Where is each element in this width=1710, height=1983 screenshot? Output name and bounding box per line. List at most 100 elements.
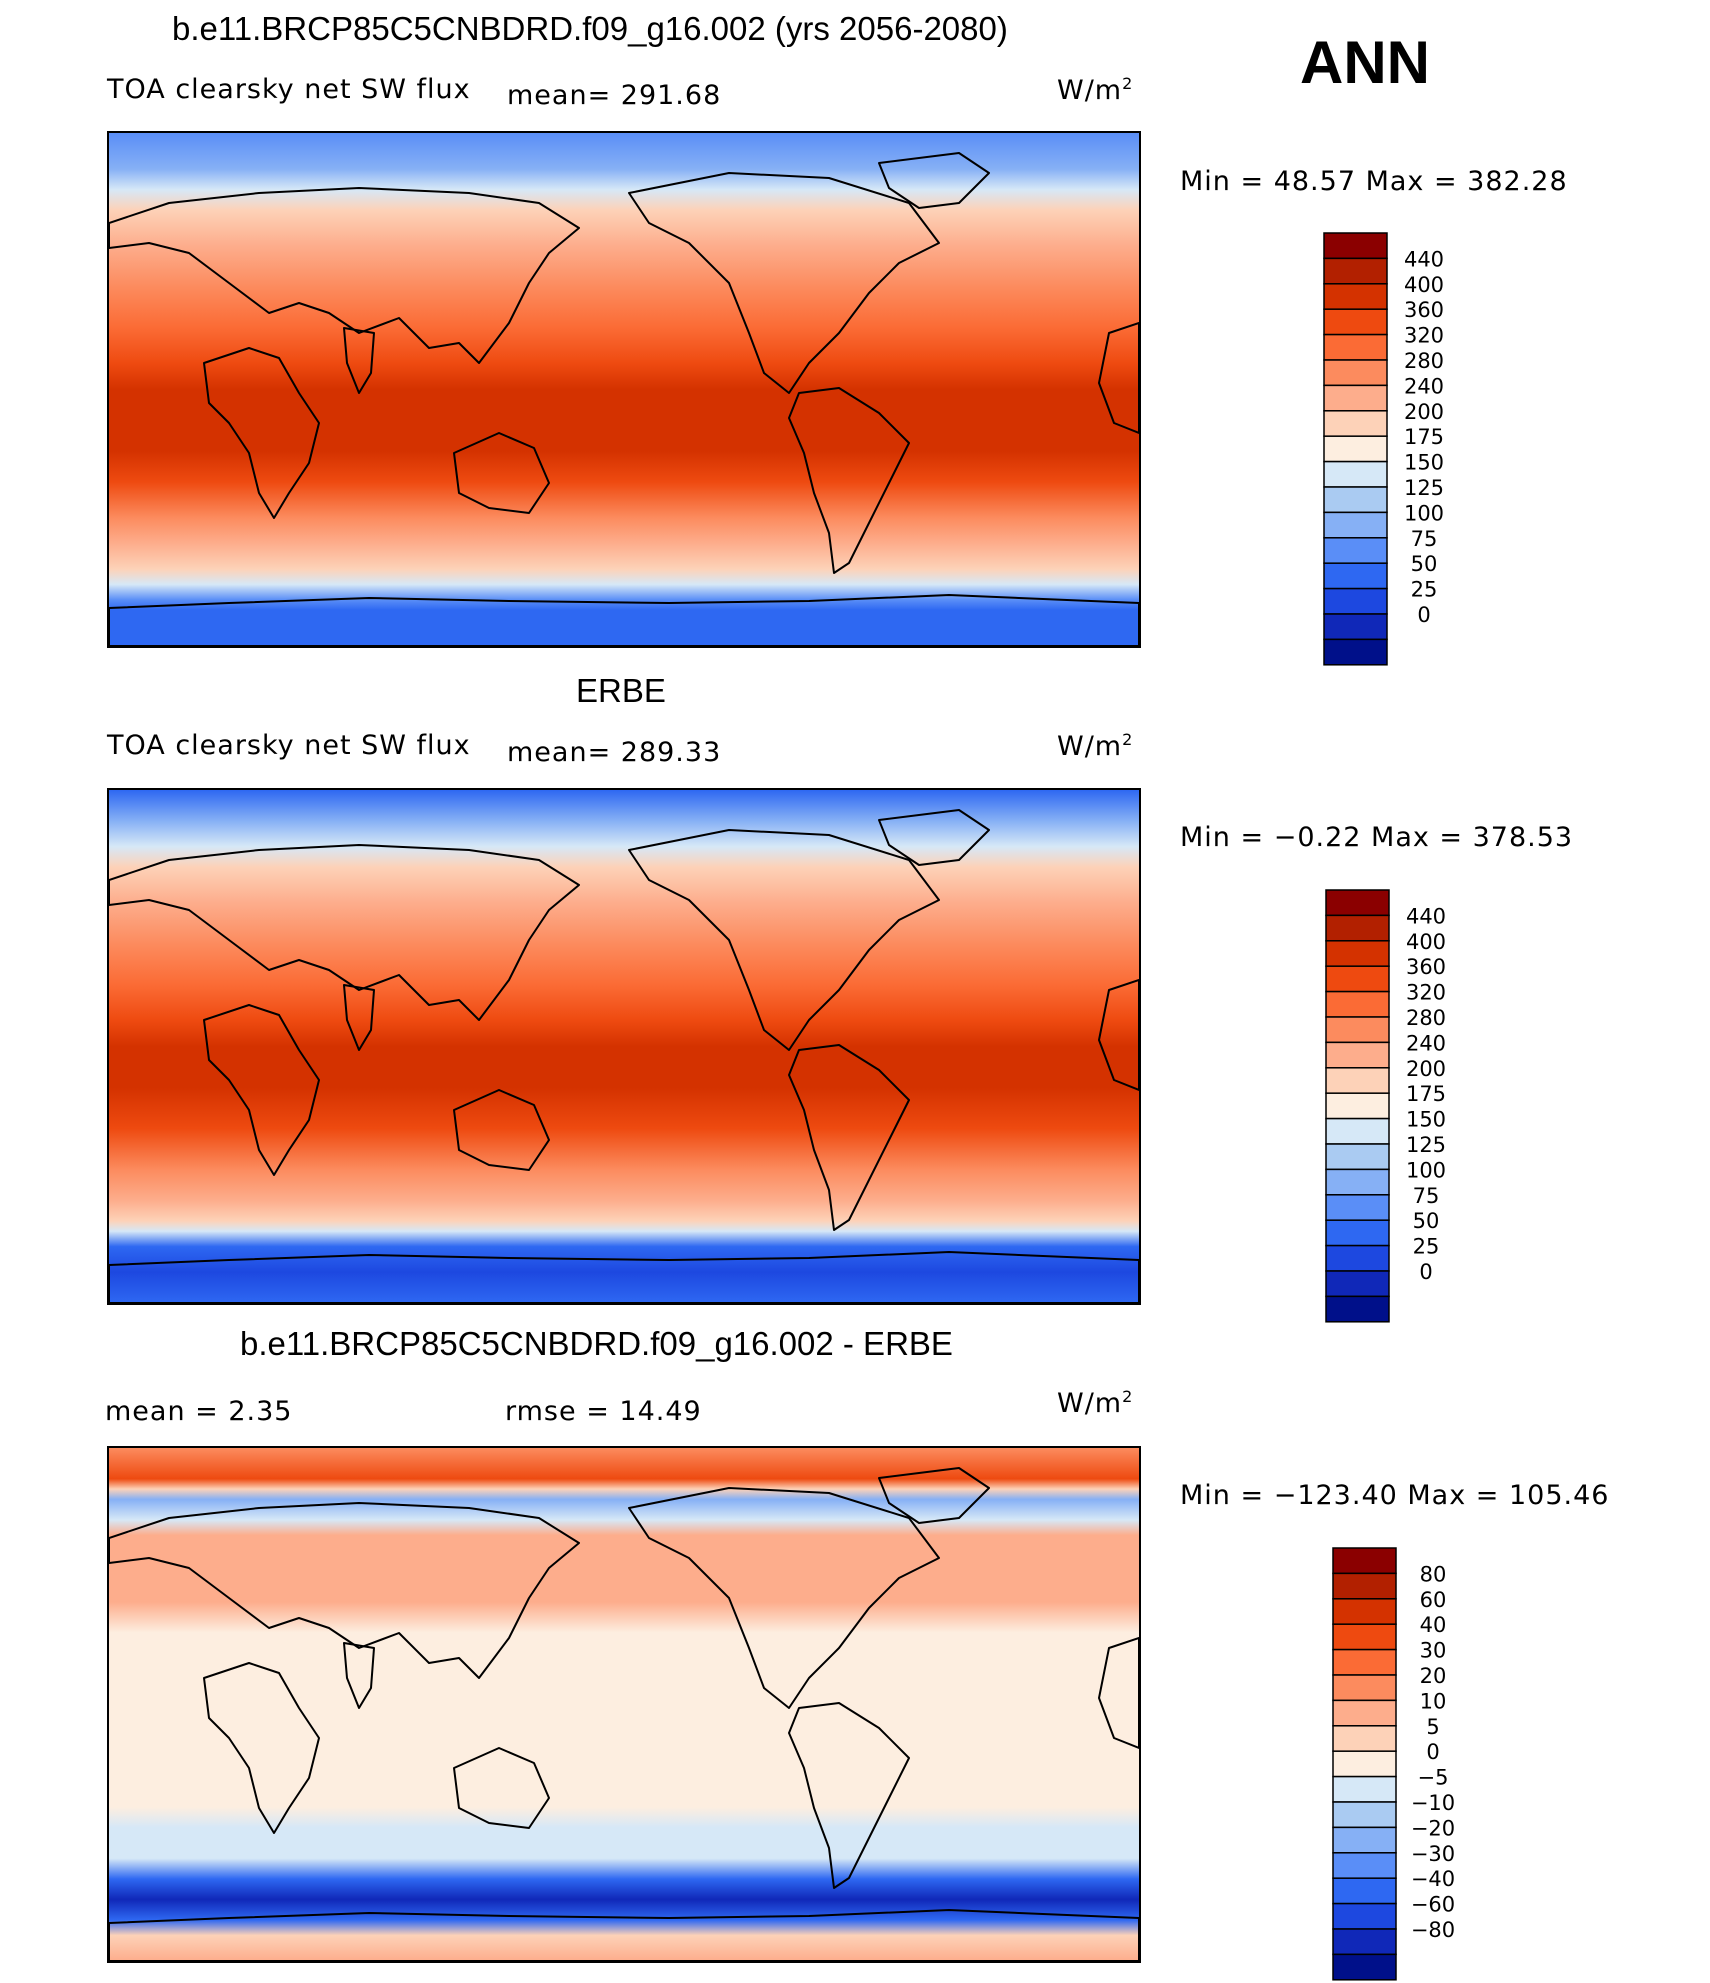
colorbar-swatch [1332, 1725, 1397, 1752]
coastline [878, 1467, 990, 1524]
colorbar-swatch [1323, 460, 1388, 488]
colorbar-tick-label: −10 [1411, 1791, 1455, 1815]
colorbar-swatch [1325, 990, 1390, 1018]
colorbar-tick-label: 240 [1404, 374, 1444, 398]
colorbar-swatch [1332, 1572, 1397, 1600]
minmax-label: Min = 48.57 Max = 382.28 [1180, 166, 1568, 197]
season-label: ANN [1300, 29, 1430, 96]
coastline [788, 387, 910, 574]
coastline [1098, 322, 1139, 434]
colorbar-tick-label: −20 [1411, 1816, 1455, 1840]
map-model [107, 131, 1141, 648]
colorbar-swatch [1332, 1750, 1397, 1778]
colorbar-tick-label: 5 [1426, 1715, 1439, 1739]
colorbar-tick-label: 360 [1404, 298, 1444, 322]
colorbar-tick-label: 125 [1406, 1133, 1446, 1157]
colorbar-tick-label: 150 [1406, 1108, 1446, 1132]
minmax-label: Min = −123.40 Max = 105.46 [1180, 1480, 1610, 1511]
colorbar-tick-label: 75 [1411, 527, 1438, 551]
colorbar-swatch [1325, 1295, 1390, 1323]
colorbar-tick-label: 200 [1404, 400, 1444, 424]
colorbar-swatch [1323, 333, 1388, 361]
coastline [203, 347, 320, 519]
colorbar-swatch [1323, 638, 1388, 666]
colorbar-swatch [1323, 410, 1388, 437]
coastline [203, 1662, 320, 1834]
colorbar-swatch [1332, 1547, 1397, 1575]
map-svg [109, 1448, 1139, 1961]
colorbar-swatch [1325, 1244, 1390, 1272]
colorbar-tick-label: 200 [1406, 1057, 1446, 1081]
coastline [343, 1642, 375, 1709]
colorbar-tick-label: 240 [1406, 1031, 1446, 1055]
field-fill [109, 1448, 1139, 1961]
colorbar-tick-label: 75 [1413, 1184, 1440, 1208]
colorbar-swatch [1325, 1117, 1390, 1145]
coastline [878, 152, 990, 209]
colorbar-tick-label: 50 [1411, 552, 1438, 576]
colorbar-swatch [1332, 1674, 1397, 1702]
colorbar-tick-label: 280 [1404, 349, 1444, 373]
colorbar-swatch [1323, 613, 1388, 641]
coastline [109, 844, 580, 1021]
coastline [109, 187, 580, 364]
colorbar-tick-label: 440 [1404, 247, 1444, 271]
mean-label: mean= 291.68 [507, 80, 722, 111]
units-label: W/m2 [1057, 730, 1134, 762]
colorbar-swatch [1325, 1067, 1390, 1094]
colorbar-tick-label: 0 [1426, 1740, 1439, 1764]
colorbar-tick-label: 175 [1404, 425, 1444, 449]
coastlines [109, 1467, 1139, 1961]
colorbar-tick-label: 400 [1404, 273, 1444, 297]
colorbar-swatch [1332, 1775, 1397, 1803]
map-svg [109, 790, 1139, 1303]
coastline [109, 1909, 1139, 1961]
colorbar-swatch [1323, 359, 1388, 387]
coastlines [109, 152, 1139, 646]
colorbar-tick-label: −80 [1411, 1918, 1455, 1942]
coastline [343, 984, 375, 1051]
panel-title: b.e11.BRCP85C5CNBDRD.f09_g16.002 (yrs 20… [172, 10, 1008, 47]
coastline [1098, 979, 1139, 1091]
coastline [109, 1502, 580, 1679]
colorbar-swatch [1323, 562, 1388, 590]
colorbar-swatch [1332, 1877, 1397, 1905]
colorbar-tick-label: 125 [1404, 476, 1444, 500]
colorbar-swatch [1332, 1598, 1397, 1625]
colorbar-swatch [1332, 1801, 1397, 1829]
colorbar-tick-label: 25 [1411, 578, 1438, 602]
field-fill [109, 133, 1139, 646]
colorbar-swatch [1332, 1902, 1397, 1930]
coastline [109, 594, 1139, 646]
colorbar-swatch [1325, 1270, 1390, 1298]
coastline [453, 1089, 550, 1171]
colorbar-swatch [1332, 1826, 1397, 1854]
coastline [628, 829, 940, 1051]
coastline [203, 1004, 320, 1176]
map-obs [107, 788, 1141, 1305]
colorbar-tick-label: −30 [1411, 1842, 1455, 1866]
colorbar-swatch [1325, 914, 1390, 942]
colorbar-tick-label: 320 [1406, 981, 1446, 1005]
colorbar-tick-label: 100 [1406, 1158, 1446, 1182]
colorbar-swatch [1323, 537, 1388, 564]
map-diff [107, 1446, 1141, 1963]
colorbar-swatch [1325, 889, 1390, 917]
coastline [109, 1251, 1139, 1303]
rmse-label: rmse = 14.49 [505, 1396, 702, 1427]
colorbar-swatch [1325, 1092, 1390, 1120]
variable-label: TOA clearsky net SW flux [107, 74, 471, 105]
colorbar-swatch [1323, 511, 1388, 539]
panel-title: b.e11.BRCP85C5CNBDRD.f09_g16.002 - ERBE [240, 1325, 953, 1362]
units-label: W/m2 [1057, 1387, 1134, 1419]
colorbar-swatch [1323, 384, 1388, 412]
colorbar-model: 440 400 360 320 280 240 200 175 150 125 100 75 50 25 0 [1323, 232, 1476, 668]
coastline [453, 432, 550, 514]
colorbar-tick-label: 60 [1420, 1588, 1447, 1612]
field-fill [109, 790, 1139, 1303]
coastline [878, 809, 990, 866]
colorbar-tick-label: 150 [1404, 451, 1444, 475]
colorbar-swatch [1325, 965, 1390, 993]
